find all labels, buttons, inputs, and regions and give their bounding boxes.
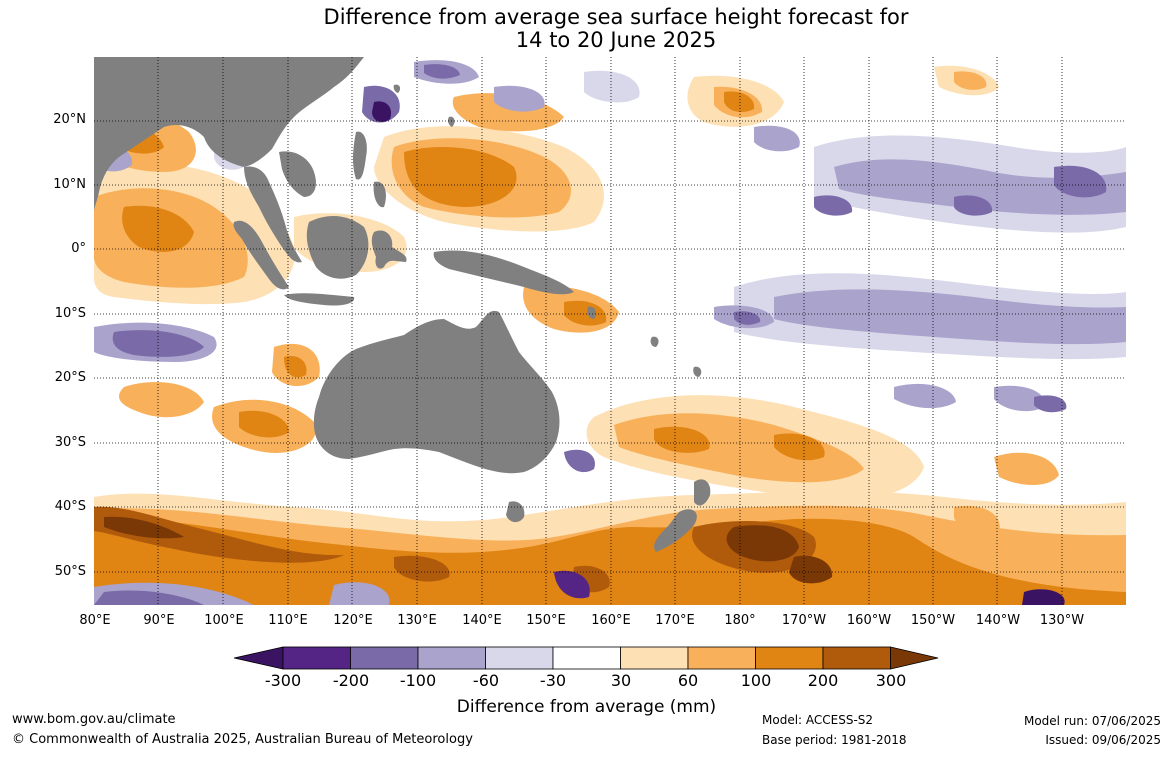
lat-label-50s: 50°S [54,564,86,579]
legend-swatch [687,646,756,670]
lon-label-140w: 140°W [975,613,1021,628]
lat-label-20n: 20°N [53,112,86,127]
land-masses [94,57,711,552]
lon-label-160w: 160°W [846,613,892,628]
legend-arrow-high [890,646,939,670]
legend-tick: 200 [807,671,839,690]
legend-swatch [755,646,824,670]
legend-tick: 60 [677,671,699,690]
lon-label-170w: 170°W [781,613,827,628]
lon-label-120e: 120°E [333,613,373,628]
legend-tick: 30 [610,671,632,690]
legend-swatch [485,646,554,670]
lat-label-0: 0° [71,241,86,256]
lon-label-150e: 150°E [526,613,566,628]
lon-label-130w: 130°W [1039,613,1085,628]
lat-label-10s: 10°S [54,306,86,321]
lon-label-110e: 110°E [268,613,308,628]
legend-tick: -60 [472,671,500,690]
lon-label-130e: 130°E [397,613,437,628]
legend-swatch [417,646,486,670]
lon-label-180: 180° [724,613,756,628]
base-period: Base period: 1981-2018 [762,733,907,747]
website-link[interactable]: www.bom.gov.au/climate [12,712,176,727]
legend-swatch [620,646,689,670]
lon-label-90e: 90°E [143,613,175,628]
graticule [94,57,1126,605]
copyright-notice: © Commonwealth of Australia 2025, Austra… [12,732,473,747]
lat-label-40s: 40°S [54,499,86,514]
lon-label-140e: 140°E [462,613,502,628]
legend-tick: 300 [875,671,907,690]
lon-label-160e: 160°E [591,613,631,628]
lat-label-20s: 20°S [54,370,86,385]
lat-label-10n: 10°N [53,177,86,192]
lon-label-150w: 150°W [910,613,956,628]
legend-tick: -30 [539,671,567,690]
legend-swatch [822,646,891,670]
anomaly-shading [94,60,1126,605]
legend-tick: -100 [399,671,437,690]
legend-arrow-low [234,646,284,670]
legend-swatch [282,646,351,670]
issued-date: Issued: 09/06/2025 [1045,733,1161,747]
legend-tick: -200 [332,671,370,690]
lon-label-80e: 80°E [79,613,111,628]
legend-tick: 100 [740,671,772,690]
legend-title: Difference from average (mm) [456,697,717,717]
sea-surface-height-map [94,57,1126,605]
legend-swatch [350,646,419,670]
map-title-line2: 14 to 20 June 2025 [515,28,717,52]
model-run-date: Model run: 07/06/2025 [1023,714,1161,728]
lat-label-30s: 30°S [54,435,86,450]
model-name: Model: ACCESS-S2 [762,713,874,727]
legend-tick: -300 [264,671,302,690]
lon-label-170e: 170°E [655,613,695,628]
legend-swatch [552,646,621,670]
lon-label-100e: 100°E [204,613,244,628]
color-legend-bar [234,646,939,670]
map-title-line1: Difference from average sea surface heig… [323,5,909,29]
